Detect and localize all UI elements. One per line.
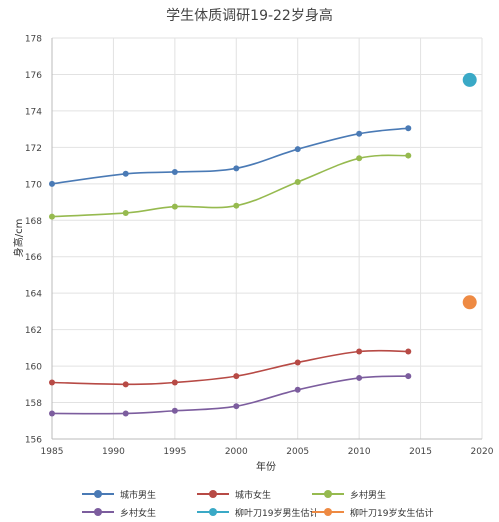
axes: 156 158 160 162 164 166 168 170 172 174 176 178 1985… xyxy=(25,35,494,458)
legend-item[interactable]: 城市男生 xyxy=(82,486,156,502)
data-point xyxy=(356,374,363,381)
series-4 xyxy=(462,72,477,87)
data-point xyxy=(49,379,55,386)
legend-swatch-dot xyxy=(209,490,217,498)
series-layer xyxy=(49,72,477,417)
data-point xyxy=(356,155,363,162)
data-point xyxy=(356,130,363,137)
data-point xyxy=(294,178,301,185)
data-point xyxy=(405,373,412,380)
y-tick-label: 158 xyxy=(25,399,42,409)
y-tick-label: 162 xyxy=(25,326,42,336)
data-point xyxy=(122,209,129,216)
data-point xyxy=(49,410,55,417)
y-tick-label: 160 xyxy=(25,363,42,373)
legend-swatch-dot xyxy=(94,490,102,498)
data-point-large xyxy=(462,72,477,87)
legend-label: 乡村男生 xyxy=(350,490,387,501)
legend-swatch-dot xyxy=(209,508,217,516)
data-point xyxy=(233,165,240,172)
legend-label: 城市女生 xyxy=(235,490,272,501)
legend-item[interactable]: 柳叶刀19岁女生估计 xyxy=(312,504,433,520)
data-point xyxy=(405,152,412,159)
series-1 xyxy=(49,348,412,388)
data-point xyxy=(233,202,240,209)
legend-label: 乡村女生 xyxy=(120,508,157,519)
y-tick-label: 174 xyxy=(25,107,42,117)
data-point xyxy=(49,213,55,220)
legend-item[interactable]: 乡村女生 xyxy=(82,504,156,520)
y-tick-label: 170 xyxy=(25,180,42,190)
legend-item[interactable]: 乡村男生 xyxy=(312,486,386,502)
data-point xyxy=(356,348,363,355)
data-point xyxy=(49,180,55,187)
x-axis-label: 年份 xyxy=(256,460,276,473)
legend-swatch-dot xyxy=(324,490,332,498)
chart-title: 学生体质调研19-22岁身高 xyxy=(166,7,333,24)
data-point xyxy=(171,407,178,414)
x-tick-label: 1995 xyxy=(163,447,186,457)
legend: 城市男生 城市女生 乡村男生乡村女生 柳叶刀19岁男生估计 柳叶刀19岁女生估计 xyxy=(0,482,499,522)
y-tick-label: 172 xyxy=(25,144,42,154)
x-tick-label: 2020 xyxy=(471,447,494,457)
legend-item[interactable]: 城市女生 xyxy=(197,486,271,502)
y-tick-label: 156 xyxy=(25,436,42,446)
x-tick-label: 2000 xyxy=(225,447,248,457)
y-tick-label: 166 xyxy=(25,253,42,263)
series-3 xyxy=(49,373,412,417)
y-axis-label: 身高/cm xyxy=(12,219,25,258)
data-point xyxy=(405,125,412,132)
legend-swatch xyxy=(197,488,229,500)
legend-swatch-dot xyxy=(324,508,332,516)
legend-label: 柳叶刀19岁女生估计 xyxy=(350,508,434,519)
x-tick-label: 1985 xyxy=(41,447,64,457)
series-2 xyxy=(49,152,412,220)
data-point xyxy=(294,386,301,393)
series-line xyxy=(51,375,409,415)
x-tick-label: 2010 xyxy=(348,447,371,457)
data-point xyxy=(122,170,129,177)
series-5 xyxy=(462,295,477,310)
grid xyxy=(51,37,483,440)
legend-label: 城市男生 xyxy=(120,490,157,501)
x-tick-label: 1990 xyxy=(102,447,125,457)
data-point xyxy=(294,146,301,153)
x-tick-label: 2015 xyxy=(409,447,432,457)
legend-swatch xyxy=(82,488,114,500)
legend-swatch xyxy=(312,506,344,518)
data-point xyxy=(294,359,301,366)
data-point xyxy=(122,410,129,417)
y-tick-label: 168 xyxy=(25,217,42,227)
series-0 xyxy=(49,125,412,187)
y-tick-label: 176 xyxy=(25,71,42,81)
x-tick-label: 2005 xyxy=(286,447,309,457)
y-tick-label: 164 xyxy=(25,290,42,300)
legend-swatch xyxy=(197,506,229,518)
data-point xyxy=(171,168,178,175)
series-line xyxy=(51,127,409,185)
data-point xyxy=(233,373,240,380)
data-point xyxy=(171,203,178,210)
legend-swatch-dot xyxy=(94,508,102,516)
chart: 学生体质调研19-22岁身高 1561581601621641661681701… xyxy=(12,7,494,473)
y-tick-label: 178 xyxy=(25,35,42,45)
data-point xyxy=(405,348,412,355)
legend-item[interactable]: 柳叶刀19岁男生估计 xyxy=(197,504,318,520)
legend-swatch xyxy=(312,488,344,500)
series-line xyxy=(51,154,409,218)
legend-swatch xyxy=(82,506,114,518)
data-point xyxy=(233,403,240,410)
data-point-large xyxy=(462,295,477,310)
data-point xyxy=(171,379,178,386)
data-point xyxy=(122,381,129,388)
legend-label: 柳叶刀19岁男生估计 xyxy=(235,508,319,519)
